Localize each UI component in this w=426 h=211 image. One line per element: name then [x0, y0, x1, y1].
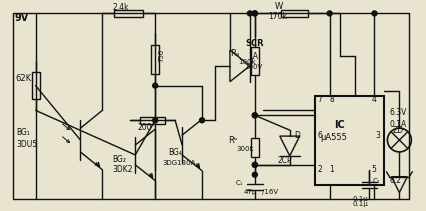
Circle shape	[252, 11, 257, 16]
Bar	[151, 45, 159, 74]
Text: D: D	[295, 131, 301, 140]
Circle shape	[248, 11, 252, 16]
Text: 300k: 300k	[236, 146, 253, 152]
Text: 6.3V: 6.3V	[389, 108, 407, 117]
Text: 6.2: 6.2	[389, 176, 401, 185]
Text: 7: 7	[318, 95, 322, 104]
Text: SCR: SCR	[245, 39, 264, 48]
Text: 5: 5	[371, 165, 376, 174]
Text: 170k: 170k	[268, 12, 287, 21]
Text: 9V: 9V	[14, 13, 29, 23]
Text: 3: 3	[375, 131, 380, 140]
Circle shape	[153, 83, 158, 88]
Text: Rᵇ: Rᵇ	[228, 136, 237, 145]
Text: BG₄: BG₄	[168, 148, 182, 157]
Text: 200: 200	[137, 123, 152, 132]
Circle shape	[252, 11, 257, 16]
Text: 750: 750	[158, 49, 164, 62]
Circle shape	[372, 11, 377, 16]
Text: C₁: C₁	[236, 180, 243, 186]
Bar	[281, 10, 308, 17]
Text: IC: IC	[334, 120, 345, 130]
Text: 1A: 1A	[248, 52, 258, 61]
Circle shape	[153, 118, 158, 123]
Bar	[251, 47, 259, 74]
Text: 6: 6	[318, 131, 322, 140]
Text: μA555: μA555	[321, 133, 348, 142]
Text: 0.1A: 0.1A	[389, 120, 407, 129]
Circle shape	[252, 162, 257, 167]
Text: 2: 2	[318, 165, 322, 174]
Text: 1: 1	[330, 165, 334, 174]
Text: W: W	[275, 3, 283, 11]
Text: ZD: ZD	[392, 126, 403, 135]
Text: 100V: 100V	[244, 64, 262, 70]
Text: 3DG130A: 3DG130A	[162, 160, 196, 166]
Text: 47μ: 47μ	[244, 189, 257, 195]
Bar	[315, 96, 384, 185]
Text: Rₐ: Rₐ	[230, 49, 239, 58]
Circle shape	[252, 113, 257, 118]
Circle shape	[252, 172, 257, 177]
Text: /16V: /16V	[262, 189, 278, 195]
Text: BG₁: BG₁	[17, 128, 31, 137]
Bar	[251, 138, 259, 157]
Text: 3DU5: 3DU5	[17, 140, 38, 149]
Circle shape	[199, 118, 204, 123]
Text: 62K: 62K	[16, 74, 32, 83]
Text: BG₂: BG₂	[112, 155, 127, 164]
Text: 2.4k: 2.4k	[112, 3, 129, 12]
Bar	[140, 117, 165, 124]
Bar	[114, 10, 143, 17]
Bar	[32, 72, 40, 99]
Circle shape	[327, 11, 332, 16]
Text: C₂: C₂	[372, 178, 380, 184]
Text: 0.1μ: 0.1μ	[353, 196, 368, 202]
Circle shape	[252, 162, 257, 167]
Circle shape	[252, 113, 257, 118]
Text: 100k: 100k	[238, 59, 256, 65]
Text: 4: 4	[371, 95, 376, 104]
Text: 8: 8	[330, 95, 334, 104]
Text: 2CP: 2CP	[278, 156, 292, 165]
Text: 3DK2: 3DK2	[112, 165, 133, 174]
Text: 0.1μ: 0.1μ	[353, 201, 368, 207]
